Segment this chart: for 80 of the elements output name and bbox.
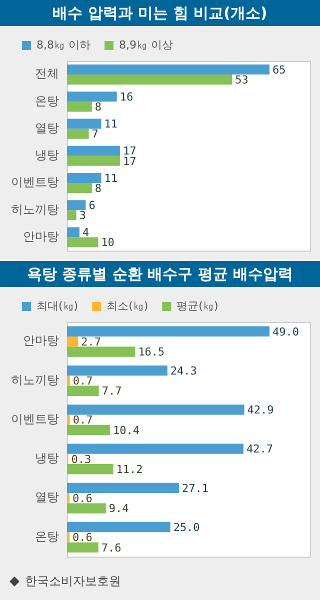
bar [67, 414, 70, 425]
legend-label: 8,8㎏ 이하 [36, 38, 90, 52]
data-label: 9.4 [108, 502, 130, 516]
bar [67, 237, 98, 248]
data-label: 11 [104, 118, 118, 131]
y-tick-label: 열탕 [35, 120, 59, 135]
data-label: 0.6 [72, 531, 92, 544]
data-label: 7.7 [102, 384, 122, 398]
bar [67, 128, 89, 139]
y-tick-label: 히노끼탕 [11, 372, 59, 387]
data-label: 8 [94, 100, 102, 114]
bar [67, 227, 80, 238]
bar [67, 210, 76, 220]
y-tick-label: 온탕 [35, 529, 59, 544]
legend-label: 최대(㎏) [36, 299, 78, 312]
data-label: 11 [104, 172, 118, 185]
y-tick-label: 냉탕 [35, 148, 59, 162]
data-label: 7 [92, 128, 98, 141]
bar [67, 146, 120, 156]
data-label: 10.4 [112, 424, 140, 437]
bar [67, 156, 120, 166]
y-tick-label: 이벤트탕 [11, 412, 59, 426]
y-tick-label: 히노끼탕 [11, 202, 59, 216]
bar [67, 464, 114, 474]
data-label: 0.7 [72, 414, 93, 427]
bar [67, 376, 70, 386]
bar [67, 542, 98, 552]
bar [67, 172, 102, 184]
data-label: 42.9 [247, 404, 274, 417]
chart-title: 욕탕 종류별 순환 배수구 평균 배수압력 [0, 261, 320, 287]
data-label: 65 [272, 63, 286, 76]
legend-label: 최소(㎏) [106, 299, 148, 312]
data-label: 0.3 [71, 452, 92, 466]
data-label: 11.2 [116, 463, 143, 476]
y-tick-label: 냉탕 [35, 451, 59, 466]
bar [67, 200, 86, 210]
data-label: 4 [82, 226, 90, 240]
y-tick-label: 온탕 [35, 94, 59, 108]
bar [67, 346, 136, 357]
data-label: 53 [235, 73, 248, 86]
data-label: 27.1 [182, 482, 208, 495]
legend-label: 8,9㎏ 이상 [118, 38, 173, 52]
bar [67, 522, 170, 532]
bar [67, 424, 110, 436]
data-label: 16.5 [138, 346, 165, 359]
data-label: 42.7 [246, 442, 273, 456]
y-tick-label: 열탕 [35, 490, 59, 504]
data-label: 6 [88, 198, 96, 212]
data-label: 25.0 [173, 520, 200, 534]
bar [67, 102, 92, 112]
data-label: 0.7 [72, 374, 93, 388]
bar [67, 118, 102, 129]
legend-label: 평균(㎏) [176, 299, 218, 312]
bar [67, 386, 99, 396]
data-label: 7.6 [101, 541, 122, 554]
bar [67, 482, 179, 494]
bar [67, 326, 270, 336]
data-label: 49.0 [272, 325, 299, 338]
bar [67, 444, 244, 454]
y-tick-label: 안마탕 [23, 334, 59, 348]
data-label: 2.7 [81, 335, 102, 348]
data-label: 8 [94, 182, 102, 195]
text: 한국소비자보호원 [25, 573, 121, 590]
data-label: 16 [120, 90, 134, 104]
bar [67, 183, 92, 194]
bar [67, 92, 117, 102]
y-tick-label: 전체 [35, 66, 59, 81]
bar [67, 336, 78, 347]
data-label: 24.3 [170, 364, 197, 378]
data-label: 10 [101, 236, 114, 250]
data-label: 0.6 [72, 492, 92, 505]
y-tick-label: 이벤트탕 [11, 175, 59, 190]
bar [67, 365, 168, 376]
y-tick-label: 안마탕 [23, 229, 59, 244]
bar [67, 74, 232, 85]
bar [67, 503, 106, 514]
bar [67, 64, 270, 75]
chart-title: 배수 압력과 미는 힘 비교(개소) [0, 0, 320, 26]
data-label: 3 [79, 209, 86, 222]
bar [67, 404, 244, 415]
